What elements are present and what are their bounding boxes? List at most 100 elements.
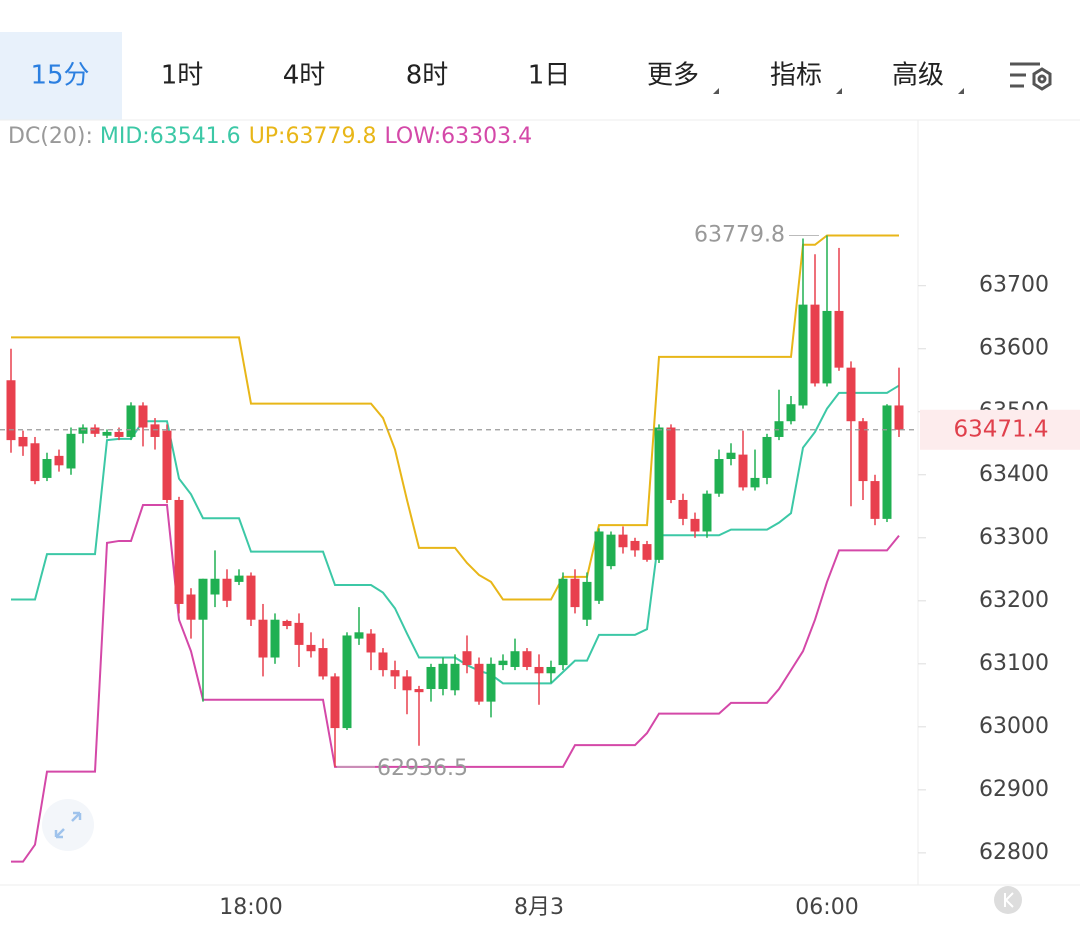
candle-body (354, 632, 364, 639)
y-tick-label: 63400 (979, 462, 1049, 487)
tab[interactable]: 1日 (528, 61, 571, 91)
tab-bar: 15分 1时 4时 8时 1日 更多 指标 高级 (30, 61, 964, 94)
candle-body (558, 578, 568, 666)
candle-body (270, 619, 280, 658)
candle-body (282, 620, 292, 627)
candle-body (138, 405, 148, 428)
zoom-button[interactable] (42, 799, 94, 851)
candle-body (774, 421, 784, 437)
candle-body (498, 660, 508, 666)
candle-body (234, 575, 244, 582)
candle-body (294, 622, 304, 645)
candle-body (30, 443, 40, 482)
candle-body (690, 518, 700, 532)
candle-body (870, 481, 880, 519)
candle-body (846, 367, 856, 422)
plot (6, 234, 904, 863)
indicator-legend: DC(20): MID:63541.6 UP:63779.8 LOW:63303.4 (8, 124, 532, 149)
candle-body (738, 454, 748, 488)
indicator-name: DC(20): (8, 124, 93, 149)
channel-line (11, 504, 900, 863)
tab[interactable]: 高级 (892, 61, 944, 91)
candle-body (426, 666, 436, 690)
candle-body (390, 670, 400, 677)
candle-body (150, 424, 160, 437)
candle-body (114, 431, 124, 437)
dropdown-caret (836, 88, 842, 94)
candle-body (654, 427, 664, 560)
candle-body (678, 499, 688, 519)
x-tick-label: 8月3 (514, 895, 564, 920)
candle-body (462, 651, 472, 666)
x-tick-label: 06:00 (795, 895, 858, 920)
candle-body (366, 633, 376, 653)
candle-body (162, 430, 172, 500)
candle-body (6, 380, 16, 441)
candle-body (822, 310, 832, 384)
candle-body (570, 578, 580, 608)
active-tab-bg (0, 32, 122, 120)
x-tick-label: 18:00 (219, 895, 282, 920)
candle-body (750, 477, 760, 488)
candle-body (582, 581, 592, 620)
candle-body (402, 676, 412, 691)
candle-body (90, 427, 100, 434)
candle-body (102, 431, 112, 436)
candle-body (858, 421, 868, 482)
candle-body (618, 534, 628, 548)
tab[interactable]: 更多 (647, 61, 699, 91)
legend-entry: MID:63541.6 (100, 124, 241, 149)
candle-body (54, 455, 64, 466)
candle-body (318, 648, 328, 677)
candle-body (714, 459, 724, 494)
candle-body (474, 663, 484, 702)
candle-body (378, 652, 388, 671)
tab[interactable]: 15分 (30, 61, 89, 91)
candle-body (594, 531, 604, 601)
tab[interactable]: 1时 (161, 61, 204, 91)
candle-body (186, 594, 196, 620)
candle-body (450, 663, 460, 691)
candle-body (438, 663, 448, 690)
last-price-box (920, 409, 1080, 450)
candle-body (534, 666, 544, 674)
y-tick-label: 63300 (979, 525, 1049, 550)
max-label: 63779.8 (694, 222, 785, 247)
candle-body (78, 427, 88, 434)
dropdown-caret (713, 88, 719, 94)
candle-body (210, 578, 220, 595)
candle-body (306, 644, 316, 652)
y-tick-label: 63600 (979, 336, 1049, 361)
tab[interactable]: 8时 (406, 61, 449, 91)
y-tick-label: 62900 (979, 777, 1049, 802)
candle-body (810, 304, 820, 384)
candle-body (630, 540, 640, 551)
candle-body (414, 689, 424, 693)
candle-body (522, 651, 532, 667)
tab[interactable]: 4时 (283, 61, 326, 91)
settings-icon[interactable] (1010, 62, 1052, 91)
scroll-latest-button[interactable] (994, 886, 1022, 914)
candle-body (510, 651, 520, 667)
min-label: 62936.5 (377, 756, 468, 781)
candle-body (894, 405, 904, 430)
candle-body (246, 575, 256, 620)
y-tick-label: 62800 (979, 840, 1049, 865)
candle-body (762, 436, 772, 478)
last-price-label: 63471.4 (953, 416, 1048, 442)
channel-line (11, 234, 899, 601)
legend-entry: UP:63779.8 (249, 124, 377, 149)
candle-body (174, 499, 184, 604)
y-tick-label: 63100 (979, 651, 1049, 676)
dropdown-caret (958, 88, 964, 94)
candle-body (666, 427, 676, 500)
y-tick-label: 63700 (979, 273, 1049, 298)
tab[interactable]: 指标 (770, 61, 822, 91)
candle-body (546, 666, 556, 674)
candle-body (702, 493, 712, 532)
candle-body (18, 436, 28, 447)
candle-body (606, 534, 616, 567)
candle-body (798, 304, 808, 406)
candle-body (258, 619, 268, 658)
candle-body (66, 433, 76, 469)
